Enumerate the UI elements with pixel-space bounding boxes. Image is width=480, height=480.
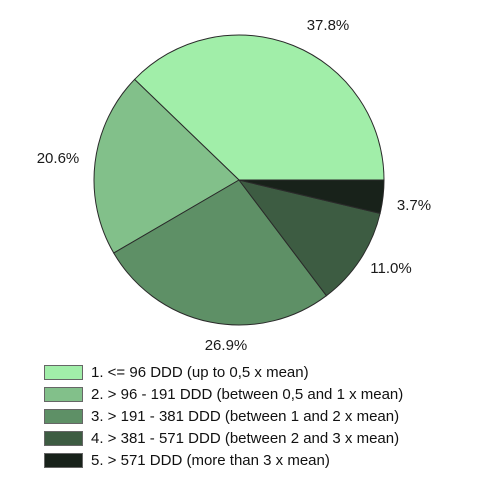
slice-data-label: 20.6% bbox=[37, 150, 80, 167]
slice-data-label: 37.8% bbox=[307, 17, 350, 34]
legend-label: 1. <= 96 DDD (up to 0,5 x mean) bbox=[91, 363, 309, 381]
legend-label: 2. > 96 - 191 DDD (between 0,5 and 1 x m… bbox=[91, 385, 404, 403]
legend-item: 1. <= 96 DDD (up to 0,5 x mean) bbox=[44, 361, 464, 383]
slice-data-label: 26.9% bbox=[205, 337, 248, 354]
legend-item: 3. > 191 - 381 DDD (between 1 and 2 x me… bbox=[44, 405, 464, 427]
slice-data-label: 3.7% bbox=[397, 197, 431, 214]
legend-label: 3. > 191 - 381 DDD (between 1 and 2 x me… bbox=[91, 407, 400, 425]
legend: 1. <= 96 DDD (up to 0,5 x mean) 2. > 96 … bbox=[44, 361, 464, 471]
legend-swatch bbox=[44, 430, 83, 446]
legend-item: 2. > 96 - 191 DDD (between 0,5 and 1 x m… bbox=[44, 383, 464, 405]
slice-data-label: 11.0% bbox=[370, 260, 411, 277]
legend-label: 4. > 381 - 571 DDD (between 2 and 3 x me… bbox=[91, 429, 400, 447]
pie-slice bbox=[133, 34, 385, 181]
legend-label: 5. > 571 DDD (more than 3 x mean) bbox=[91, 451, 330, 469]
legend-swatch bbox=[44, 452, 83, 468]
legend-swatch bbox=[44, 408, 83, 424]
pie-slice bbox=[113, 179, 328, 326]
legend-swatch bbox=[44, 386, 83, 402]
pie-slice bbox=[93, 78, 240, 254]
pie-slice bbox=[238, 179, 385, 215]
legend-item: 5. > 571 DDD (more than 3 x mean) bbox=[44, 449, 464, 471]
pie-slice bbox=[237, 179, 381, 297]
legend-item: 4. > 381 - 571 DDD (between 2 and 3 x me… bbox=[44, 427, 464, 449]
legend-swatch bbox=[44, 364, 83, 380]
